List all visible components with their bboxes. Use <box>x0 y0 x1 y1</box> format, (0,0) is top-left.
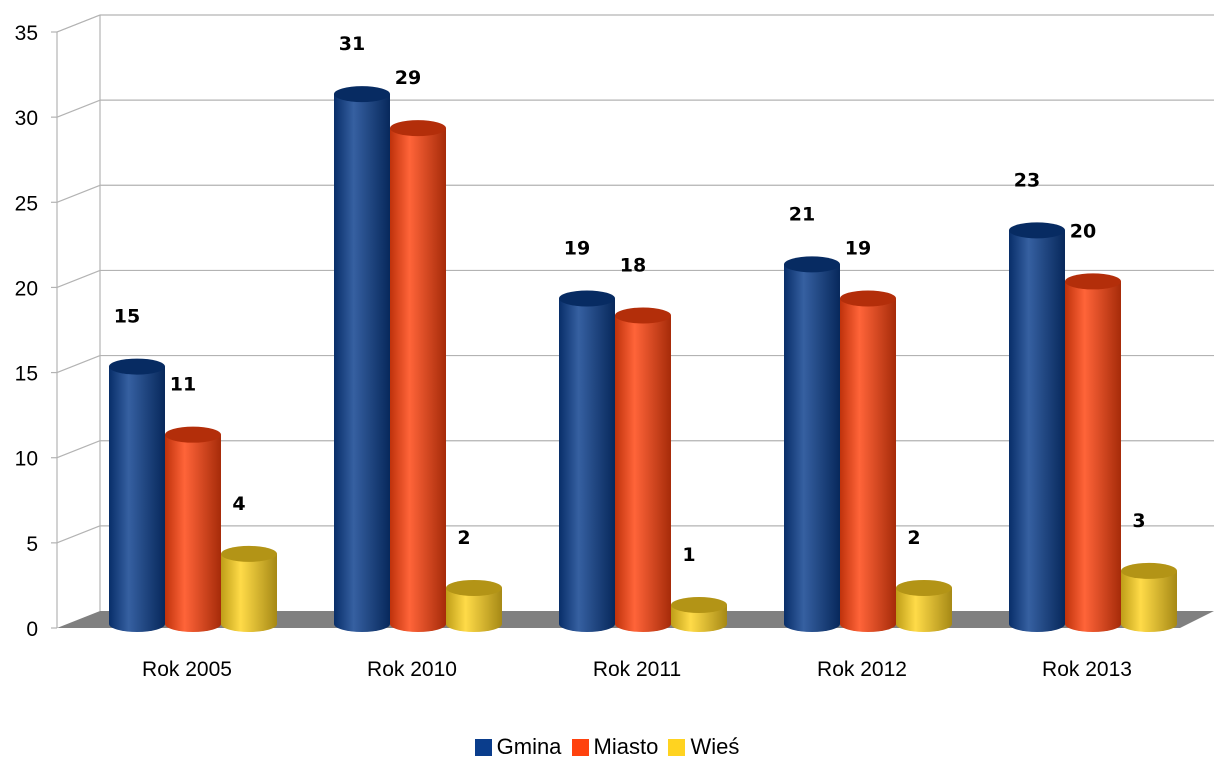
gridline-diagonal <box>56 525 101 544</box>
bar-top-miasto-0 <box>165 426 221 443</box>
data-label-gmina-3: 21 <box>789 203 815 225</box>
bar-top-wies-4 <box>1121 562 1177 579</box>
data-labels: 15 11 4 31 29 2 19 18 1 21 19 2 23 20 3 <box>114 33 1146 566</box>
bar-gmina-1 <box>334 94 390 633</box>
y-tick-label: 5 <box>26 533 38 556</box>
bar-miasto-0 <box>165 434 221 632</box>
data-label-gmina-0: 15 <box>114 306 140 328</box>
y-axis: 0 5 10 15 20 25 30 35 <box>15 22 57 641</box>
data-label-miasto-2: 18 <box>620 254 646 276</box>
x-axis: Rok 2005 Rok 2010 Rok 2011 Rok 2012 Rok 2013 <box>142 658 1132 681</box>
gridline-diagonal <box>56 184 101 203</box>
data-label-wies-0: 4 <box>232 493 245 515</box>
gridline-diagonal <box>56 99 101 118</box>
bar-top-gmina-4 <box>1009 222 1065 239</box>
y-tick-label: 15 <box>15 363 38 386</box>
bar-wies-4 <box>1121 570 1177 632</box>
bar-top-gmina-0 <box>109 358 165 375</box>
data-label-gmina-4: 23 <box>1014 169 1040 191</box>
bar-top-wies-3 <box>896 579 952 596</box>
y-tick-label: 10 <box>15 448 38 471</box>
bar-top-wies-2 <box>671 596 727 613</box>
bar-top-gmina-2 <box>559 290 615 307</box>
data-label-wies-1: 2 <box>457 527 470 549</box>
data-label-miasto-0: 11 <box>170 374 196 396</box>
gridline-diagonal <box>56 14 101 33</box>
bar-miasto-4 <box>1065 281 1121 632</box>
bar-top-gmina-1 <box>334 86 390 103</box>
y-tick-label: 25 <box>15 192 38 215</box>
bar-top-wies-0 <box>221 545 277 562</box>
legend-swatch-wies <box>668 738 686 756</box>
legend-item-miasto: Miasto <box>571 734 659 760</box>
legend: Gmina Miasto Wieś <box>0 734 1214 762</box>
y-tick-label: 35 <box>15 22 38 45</box>
bar-gmina-0 <box>109 366 165 632</box>
x-tick-label: Rok 2013 <box>1042 658 1132 681</box>
x-tick-label: Rok 2005 <box>142 658 232 681</box>
data-label-miasto-3: 19 <box>845 237 871 259</box>
legend-label-wies: Wieś <box>690 734 740 759</box>
data-label-wies-3: 2 <box>907 527 920 549</box>
legend-item-wies: Wieś <box>668 734 739 760</box>
bar-top-miasto-2 <box>615 307 671 324</box>
bar-top-wies-1 <box>446 579 502 596</box>
legend-swatch-gmina <box>474 738 492 756</box>
bar-wies-3 <box>896 587 952 632</box>
bar-miasto-3 <box>840 298 896 632</box>
bars <box>109 86 1177 633</box>
data-label-gmina-2: 19 <box>564 237 590 259</box>
bar-gmina-3 <box>784 264 840 632</box>
data-label-gmina-1: 31 <box>339 33 365 55</box>
gridline-diagonal <box>56 355 101 374</box>
y-tick-label: 20 <box>15 277 38 300</box>
chart-walls <box>56 14 101 628</box>
data-label-miasto-4: 20 <box>1070 220 1096 242</box>
y-tick-label: 30 <box>15 107 38 130</box>
x-tick-label: Rok 2010 <box>367 658 457 681</box>
data-label-wies-4: 3 <box>1132 510 1145 532</box>
gridline-diagonal <box>56 269 101 288</box>
bar-wies-1 <box>446 587 502 632</box>
bar-gmina-4 <box>1009 230 1065 633</box>
data-label-wies-2: 1 <box>682 544 695 566</box>
legend-item-gmina: Gmina <box>474 734 562 760</box>
legend-label-gmina: Gmina <box>496 734 562 759</box>
bar-miasto-1 <box>390 128 446 632</box>
x-tick-label: Rok 2012 <box>817 658 907 681</box>
bar-top-gmina-3 <box>784 256 840 273</box>
data-label-miasto-1: 29 <box>395 67 421 89</box>
x-tick-label: Rok 2011 <box>593 658 681 681</box>
y-tick-label: 0 <box>26 618 38 641</box>
bar-top-miasto-4 <box>1065 273 1121 290</box>
bar-top-miasto-1 <box>390 120 446 137</box>
bar-wies-0 <box>221 553 277 632</box>
bar-gmina-2 <box>559 298 615 632</box>
gridline-diagonal <box>56 440 101 459</box>
legend-label-miasto: Miasto <box>593 734 659 759</box>
bar-miasto-2 <box>615 315 671 632</box>
legend-swatch-miasto <box>571 738 589 756</box>
bar-top-miasto-3 <box>840 290 896 307</box>
